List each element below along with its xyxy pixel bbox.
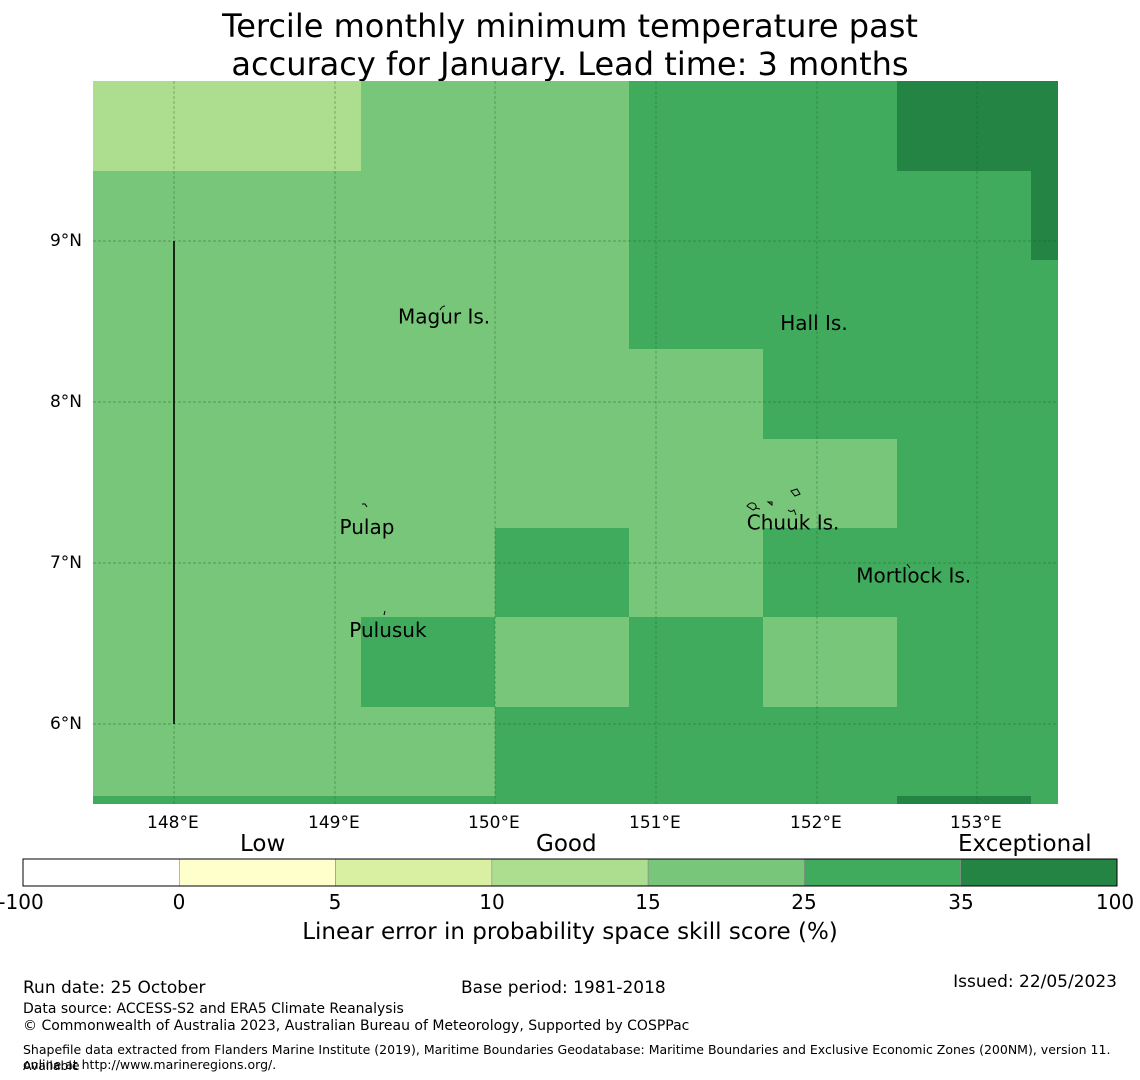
lon-label: 152°E xyxy=(790,813,842,833)
cell-25-35 xyxy=(361,617,495,707)
cell-25-35 xyxy=(763,528,897,617)
skill-cells xyxy=(93,81,1058,804)
place-label: Magur Is. xyxy=(398,305,490,329)
colorbar-tick: 35 xyxy=(948,890,974,914)
colorbar-segment xyxy=(804,858,962,887)
cell-10-15 xyxy=(93,81,361,171)
cell-25-35 xyxy=(897,171,1031,439)
graticule xyxy=(93,81,1058,804)
lon-label: 148°E xyxy=(147,813,199,833)
shapefile-credit-line1: Shapefile data extracted from Flanders M… xyxy=(23,1042,1111,1073)
cell-25-35 xyxy=(495,707,897,804)
issued-date: Issued: 22/05/2023 xyxy=(953,972,1117,992)
chuuk-island-shape xyxy=(754,507,761,510)
lat-label: 7°N xyxy=(49,553,82,573)
lat-label: 9°N xyxy=(49,231,82,251)
lon-label: 151°E xyxy=(629,813,681,833)
pulap-island-shape xyxy=(362,503,368,508)
cell-35-100 xyxy=(897,796,1031,804)
chuuk-island-shape xyxy=(790,488,801,497)
lon-label: 153°E xyxy=(950,813,1002,833)
colorbar-tick: 5 xyxy=(328,890,342,914)
base-period: Base period: 1981-2018 xyxy=(461,978,666,998)
map-title-line2: accuracy for January. Lead time: 3 month… xyxy=(231,45,909,83)
colorbar-segment xyxy=(647,858,805,887)
colorbar-category-good: Good xyxy=(536,831,597,857)
cell-25-35 xyxy=(897,439,1058,804)
colorbar-tick: 0 xyxy=(172,890,186,914)
colorbar-tick: 10 xyxy=(479,890,505,914)
colorbar-category-exceptional: Exceptional xyxy=(958,831,1092,857)
cell-25-35 xyxy=(629,617,763,707)
colorbar-frame xyxy=(22,858,1118,887)
map-title-line1: Tercile monthly minimum temperature past xyxy=(222,7,918,45)
copyright: © Commonwealth of Australia 2023, Austra… xyxy=(23,1018,690,1034)
cell-25-35 xyxy=(1031,260,1058,439)
pulusuk-island-shape xyxy=(383,610,386,616)
place-label: Pulap xyxy=(340,515,395,539)
place-label: Hall Is. xyxy=(780,311,847,335)
colorbar-tick: -100 xyxy=(0,890,44,914)
cell-25-35 xyxy=(93,796,495,804)
shapefile-credit-line2: online at http://www.marineregions.org/. xyxy=(23,1057,277,1072)
magur-island-shape xyxy=(439,305,446,311)
place-label: Pulusuk xyxy=(349,618,427,642)
colorbar-segment xyxy=(22,858,180,887)
colorbar-segment xyxy=(960,858,1118,887)
chuuk-island-shape xyxy=(746,502,757,511)
place-labels: Magur Is. Hall Is. Pulap Chuuk Is. Mortlock … xyxy=(340,305,972,642)
lat-label: 6°N xyxy=(49,714,82,734)
cell-25-35 xyxy=(763,349,897,439)
colorbar-tick: 15 xyxy=(635,890,661,914)
lon-label: 149°E xyxy=(308,813,360,833)
lon-label: 150°E xyxy=(468,813,520,833)
cell-35-100 xyxy=(1031,171,1058,260)
place-label: Mortlock Is. xyxy=(856,564,971,588)
cell-35-100 xyxy=(897,81,1058,171)
cell-25-35 xyxy=(495,528,629,617)
colorbar-tick: 25 xyxy=(791,890,817,914)
colorbar-category-low: Low xyxy=(240,831,286,857)
island-outlines xyxy=(362,305,911,616)
colorbar-segment xyxy=(491,858,649,887)
place-label: Chuuk Is. xyxy=(747,510,840,534)
lat-label: 8°N xyxy=(49,392,82,412)
cell-25-35 xyxy=(629,81,897,349)
colorbar xyxy=(22,858,1118,887)
chuuk-island-shape xyxy=(766,501,773,506)
colorbar-segment xyxy=(178,858,336,887)
mortlock-island-shape xyxy=(906,563,911,569)
colorbar-label: Linear error in probability space skill … xyxy=(302,919,838,945)
chuuk-island-shape xyxy=(787,509,797,516)
run-date: Run date: 25 October xyxy=(23,978,206,998)
data-source: Data source: ACCESS-S2 and ERA5 Climate … xyxy=(23,1001,404,1017)
colorbar-segment xyxy=(335,858,493,887)
colorbar-tick: 100 xyxy=(1095,890,1135,914)
